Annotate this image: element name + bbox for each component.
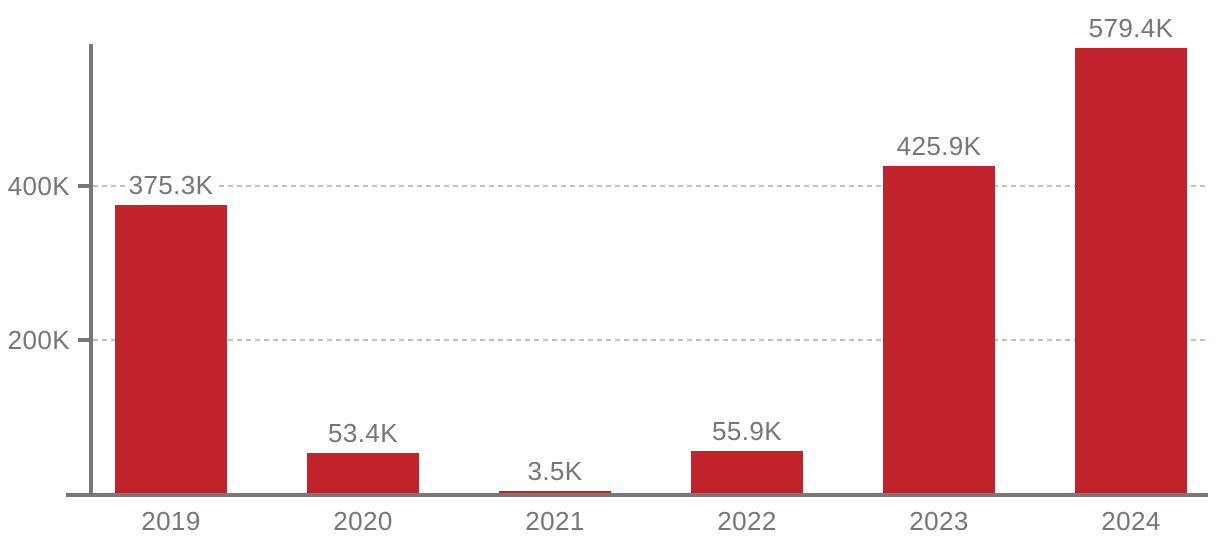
x-axis-label-2021: 2021 — [525, 506, 585, 536]
bar-2019 — [115, 205, 227, 494]
gridline-200K — [93, 339, 1208, 341]
value-label-text: 425.9K — [892, 131, 986, 161]
bar-2022 — [691, 451, 803, 494]
value-label-2023: 425.9K — [859, 131, 1019, 161]
value-label-2022: 55.9K — [667, 416, 827, 446]
y-axis-tick-400K — [78, 184, 93, 188]
value-label-text: 579.4K — [1084, 13, 1178, 43]
value-label-text: 375.3K — [124, 170, 218, 200]
y-axis-label-200K: 200K — [7, 325, 70, 355]
bar-2023 — [883, 166, 995, 494]
value-label-2019: 375.3K — [91, 170, 251, 200]
bar-2020 — [307, 453, 419, 494]
bar-2024 — [1075, 48, 1187, 494]
value-label-text: 55.9K — [708, 416, 786, 446]
x-axis-label-2024: 2024 — [1101, 506, 1161, 536]
x-axis-label-2019: 2019 — [141, 506, 201, 536]
y-axis-label-400K: 400K — [7, 171, 70, 201]
bar-2021 — [499, 491, 611, 494]
value-label-2024: 579.4K — [1051, 13, 1211, 43]
value-label-text: 53.4K — [324, 418, 402, 448]
x-axis-label-2022: 2022 — [717, 506, 777, 536]
x-axis-label-2020: 2020 — [333, 506, 393, 536]
gridline-400K — [93, 185, 1208, 187]
value-label-text: 3.5K — [523, 456, 587, 486]
x-axis-line — [66, 493, 1208, 497]
y-axis-tick-200K — [78, 338, 93, 342]
value-label-2020: 53.4K — [283, 418, 443, 448]
x-axis-label-2023: 2023 — [909, 506, 969, 536]
y-axis-line — [89, 44, 93, 497]
value-label-2021: 3.5K — [475, 456, 635, 486]
